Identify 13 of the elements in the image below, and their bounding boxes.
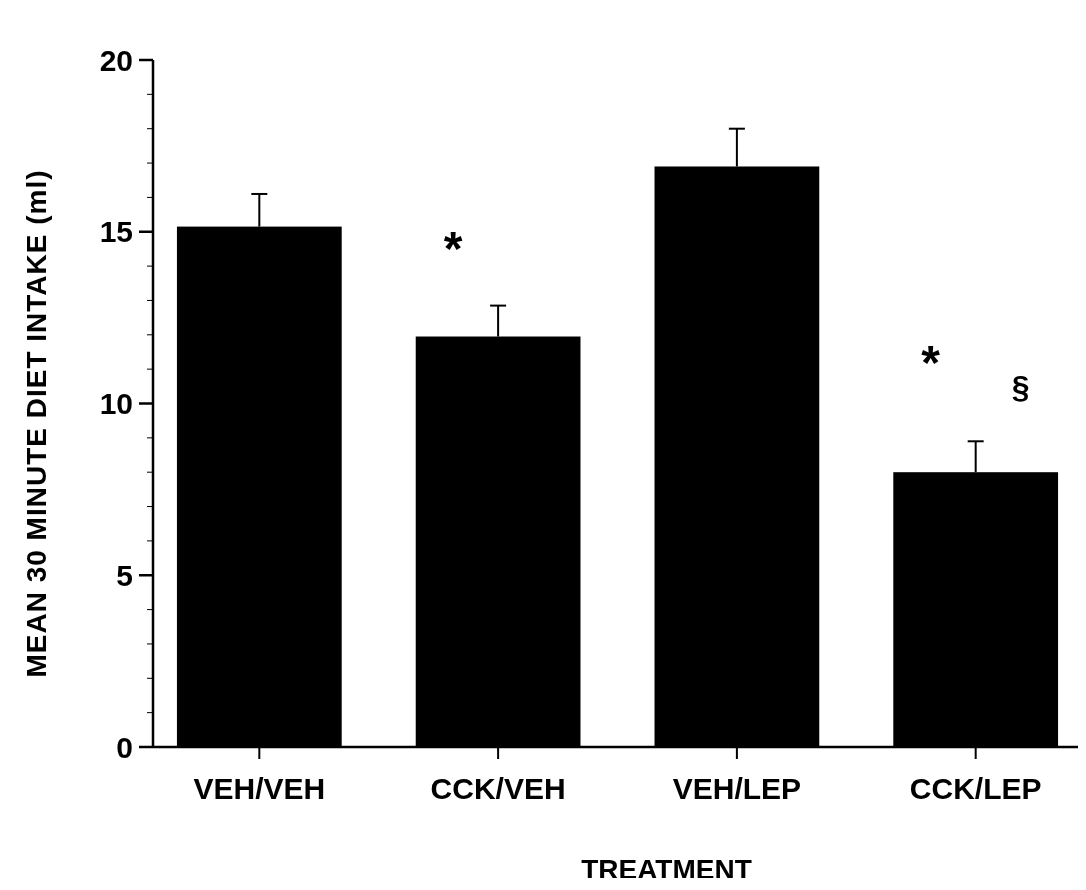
annotation: § <box>1011 368 1030 405</box>
y-tick-label: 5 <box>116 558 133 592</box>
annotation: * <box>921 335 941 389</box>
x-tick-label: CCK/LEP <box>909 772 1042 805</box>
y-axis-title: MEAN 30 MINUTE DIET INTAKE (ml) <box>21 169 52 678</box>
x-tick-label: CCK/VEH <box>430 772 566 805</box>
y-tick-label: 10 <box>99 387 133 420</box>
y-tick-label: 15 <box>99 215 133 249</box>
y-tick-label: 20 <box>99 43 133 77</box>
x-tick-label: VEH/LEP <box>672 772 802 805</box>
x-tick-label: VEH/VEH <box>193 772 326 805</box>
annotation: * <box>443 222 463 276</box>
y-tick-label: 0 <box>116 730 133 764</box>
